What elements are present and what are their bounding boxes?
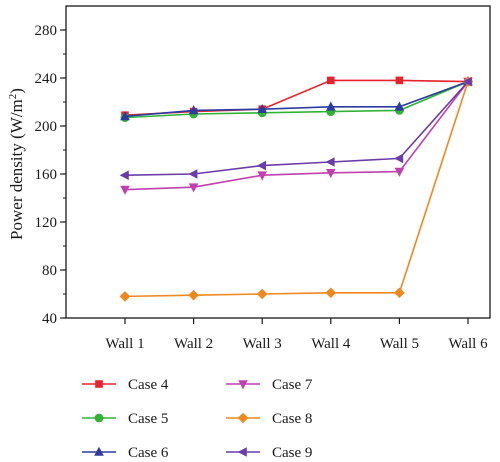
data-point (257, 103, 267, 113)
legend-label: Case 6 (128, 445, 169, 461)
legend-label: Case 4 (128, 377, 169, 393)
plot-frame (65, 5, 491, 319)
y-tick-label: 240 (35, 71, 58, 87)
data-point (395, 76, 404, 85)
legend-item: Case 9 (226, 445, 312, 461)
legend-label: Case 5 (128, 411, 168, 427)
legend-label: Case 7 (272, 377, 313, 393)
data-point (327, 76, 335, 85)
legend-marker (95, 380, 103, 388)
series-line (124, 81, 469, 191)
x-tick-label: Wall 5 (380, 336, 419, 352)
y-tick-label: 280 (35, 23, 58, 39)
series-5 (119, 76, 474, 302)
legend-label: Case 8 (272, 411, 312, 427)
data-point (188, 289, 199, 301)
y-tick-label: 200 (35, 119, 58, 135)
series-line (124, 81, 469, 298)
data-point (394, 167, 405, 177)
y-tick-label: 160 (35, 167, 58, 183)
legend-marker (94, 413, 104, 423)
legend-item: Case 8 (226, 411, 312, 427)
y-axis-title: Power density (W/m2) (7, 88, 26, 240)
axes (65, 5, 491, 319)
x-tick-label: Wall 6 (448, 336, 488, 352)
x-tick-label: Wall 3 (243, 336, 282, 352)
series-group (119, 76, 474, 302)
legend-item: Case 7 (226, 377, 313, 393)
legend-label: Case 9 (272, 445, 312, 461)
series-6 (119, 76, 472, 180)
series-line (124, 81, 469, 176)
x-tick-label: Wall 2 (174, 336, 213, 352)
y-axis-ticks: 40 80 120 160 200 240 280 (35, 23, 66, 327)
series-3 (120, 76, 473, 121)
data-point (325, 157, 335, 167)
legend-marker (94, 446, 104, 456)
data-point (188, 183, 199, 193)
data-point (119, 291, 131, 302)
x-tick-label: Wall 1 (105, 336, 144, 352)
data-point (257, 171, 267, 181)
y-tick-label: 40 (42, 311, 57, 327)
data-point (394, 287, 405, 299)
series-line (124, 79, 469, 116)
data-point (188, 169, 198, 179)
data-point (256, 288, 268, 300)
data-point (394, 153, 404, 164)
data-point (326, 169, 336, 179)
x-tick-label: Wall 4 (311, 336, 351, 352)
legend-marker (237, 447, 247, 457)
series-line (124, 80, 469, 119)
legend-item: Case 6 (82, 445, 169, 461)
legend-marker (237, 412, 249, 424)
data-point (326, 101, 336, 111)
legend-item: Case 4 (82, 377, 169, 393)
data-point (188, 105, 199, 115)
legend-item: Case 5 (82, 411, 168, 427)
y-tick-label: 120 (35, 215, 58, 231)
y-tick-label: 80 (42, 263, 57, 279)
data-point (120, 111, 130, 121)
data-point (256, 160, 266, 171)
series-line (124, 80, 469, 118)
data-point (325, 287, 337, 299)
x-axis-ticks: Wall 1 Wall 2 Wall 3 Wall 4 Wall 5 Wall 6 (105, 318, 488, 352)
legend-marker (238, 380, 248, 390)
data-point (394, 101, 405, 111)
data-point (120, 185, 130, 195)
data-point (462, 76, 472, 87)
data-point (119, 170, 129, 180)
legend: Case 4 Case 5 Case 6 Case 7 Case 8 Case 9 (82, 377, 313, 461)
